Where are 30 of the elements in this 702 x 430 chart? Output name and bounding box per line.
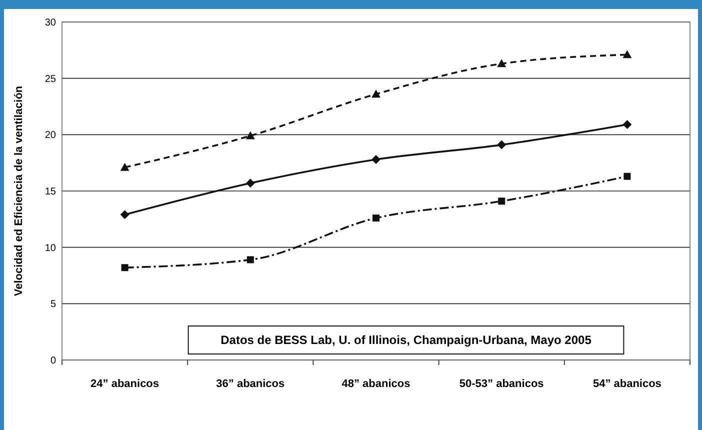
y-tick-label: 25: [44, 74, 56, 85]
y-tick-label: 10: [44, 242, 56, 254]
note-box: Datos de BESS Lab, U. of Illinois, Champaign-Urbana, Mayo 2005: [188, 326, 624, 354]
x-tick-label: 50-53” abanicos: [459, 378, 544, 390]
point: [246, 256, 254, 264]
point: [624, 172, 631, 180]
x-tick-label: 54” abanicos: [592, 378, 662, 390]
point: [120, 162, 130, 171]
point: [121, 264, 128, 272]
annotation: Datos de BESS Lab, U. of Illinois, Champaign-Urbana, Mayo 2005: [220, 333, 592, 348]
point: [498, 198, 506, 205]
point: [372, 154, 380, 164]
x-tick-label: 36” abanicos: [216, 378, 285, 390]
point: [120, 210, 130, 220]
y-tick-label: 0: [50, 356, 56, 366]
x-tick-label: 24” abanicos: [90, 378, 160, 390]
point: [246, 131, 255, 140]
point: [622, 50, 632, 58]
x-tick-label: 48” abanicos: [342, 378, 410, 390]
y-tick-label: 5: [50, 299, 56, 310]
point: [372, 90, 380, 98]
point: [497, 59, 506, 68]
y-tick-label: 15: [44, 186, 56, 198]
point: [497, 140, 506, 150]
y-axis-title: Velocidad ed Eficiencia de la ventilación: [13, 86, 25, 296]
y-tick-label: 30: [44, 18, 56, 28]
y-tick-label: 20: [44, 130, 56, 142]
point: [372, 214, 380, 222]
point: [246, 178, 255, 188]
point: [622, 120, 632, 130]
